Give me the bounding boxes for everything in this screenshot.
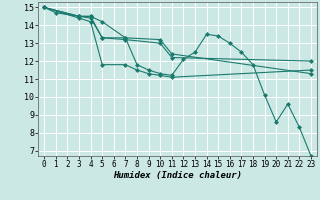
X-axis label: Humidex (Indice chaleur): Humidex (Indice chaleur) bbox=[113, 171, 242, 180]
